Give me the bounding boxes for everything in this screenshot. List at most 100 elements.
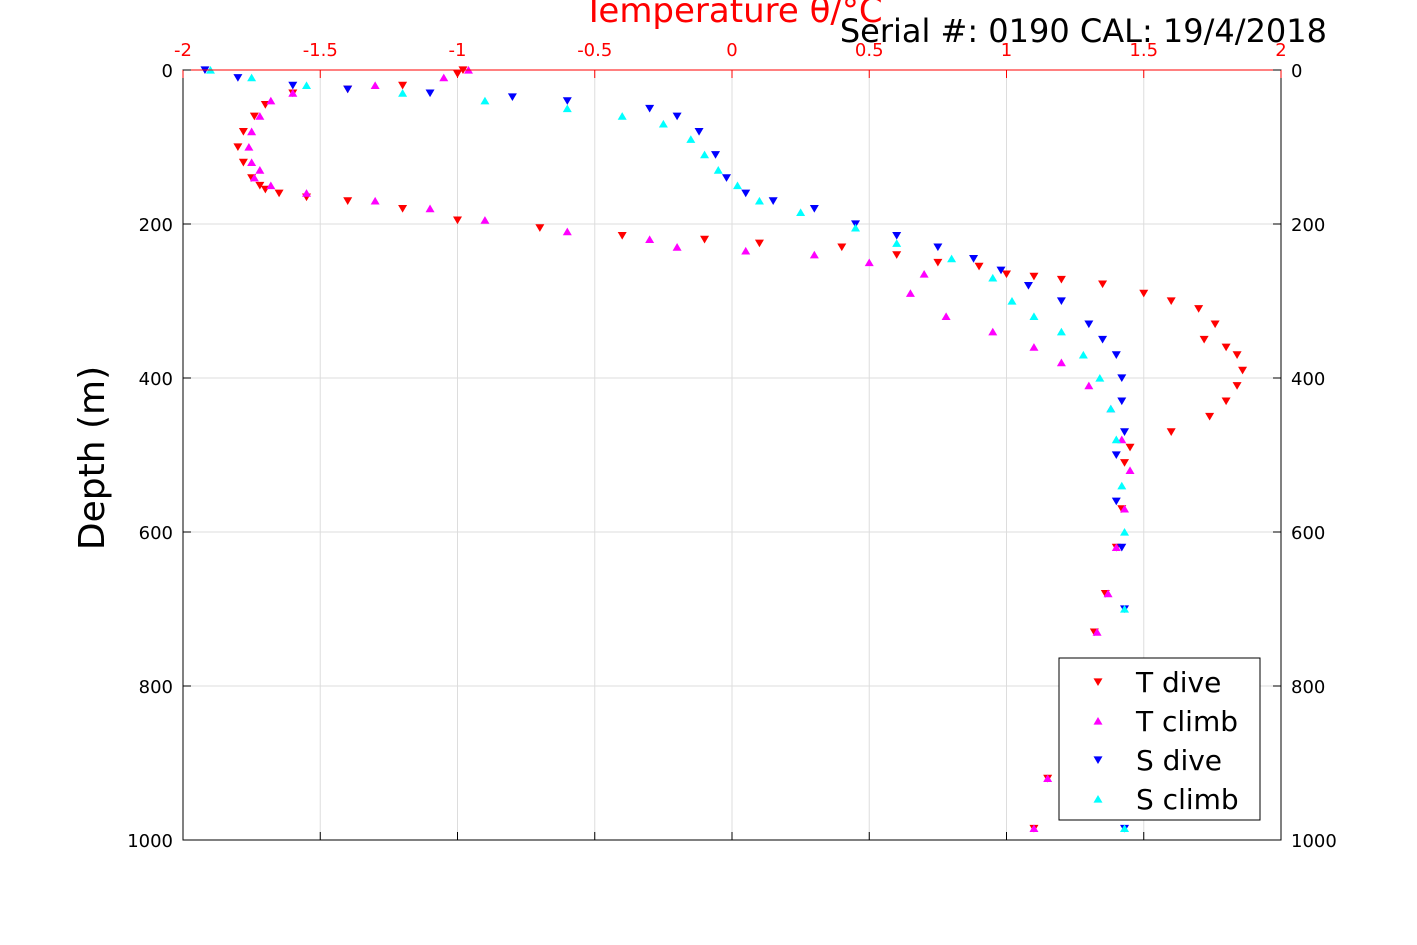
series-t-climb bbox=[244, 65, 1135, 833]
data-point bbox=[1095, 373, 1105, 382]
data-point bbox=[1029, 343, 1039, 351]
data-point bbox=[905, 289, 915, 297]
y-tick-label-right: 600 bbox=[1291, 523, 1325, 544]
data-point bbox=[1056, 275, 1066, 284]
data-point bbox=[255, 166, 265, 174]
data-point bbox=[837, 243, 847, 252]
x-tick-label: -2 bbox=[174, 40, 192, 61]
data-point bbox=[741, 189, 751, 198]
data-point bbox=[892, 251, 902, 259]
data-point bbox=[1002, 270, 1011, 279]
data-point bbox=[722, 174, 732, 182]
data-point bbox=[1232, 351, 1242, 359]
data-point bbox=[933, 243, 943, 252]
data-point bbox=[439, 73, 449, 82]
data-point bbox=[398, 205, 408, 213]
data-point bbox=[933, 258, 943, 267]
data-point bbox=[1023, 282, 1033, 290]
data-point bbox=[1120, 504, 1130, 513]
data-point bbox=[247, 127, 257, 136]
data-point bbox=[1084, 320, 1094, 329]
data-point bbox=[453, 216, 462, 225]
data-point bbox=[645, 104, 655, 113]
series-s-climb bbox=[205, 65, 1130, 833]
data-point bbox=[919, 270, 929, 278]
data-point bbox=[425, 204, 435, 213]
data-point bbox=[1078, 350, 1088, 359]
legend-box bbox=[1058, 657, 1261, 821]
data-point bbox=[266, 181, 276, 190]
data-point bbox=[809, 250, 819, 259]
data-point bbox=[1139, 289, 1149, 298]
data-point bbox=[266, 96, 276, 105]
data-point bbox=[1098, 335, 1108, 344]
data-point bbox=[1166, 428, 1176, 436]
data-point bbox=[1125, 466, 1135, 474]
data-point bbox=[700, 235, 710, 244]
data-point bbox=[1029, 272, 1039, 281]
data-point bbox=[768, 197, 778, 205]
data-point bbox=[562, 97, 572, 105]
legend-label: S dive bbox=[1136, 744, 1222, 777]
data-point bbox=[1199, 335, 1209, 344]
y-tick-label-right: 800 bbox=[1291, 677, 1325, 698]
data-point bbox=[988, 327, 998, 336]
data-point bbox=[302, 189, 312, 197]
data-point bbox=[1029, 824, 1039, 833]
data-point bbox=[1117, 397, 1127, 406]
data-point bbox=[1194, 305, 1204, 313]
data-point bbox=[274, 189, 284, 198]
y-axis-label: Depth (m) bbox=[72, 366, 113, 550]
data-point bbox=[370, 196, 380, 205]
data-point bbox=[1056, 358, 1066, 367]
data-point bbox=[672, 112, 682, 121]
data-point bbox=[892, 231, 902, 240]
legend-marker bbox=[1093, 716, 1103, 725]
data-point bbox=[343, 85, 353, 94]
y-tick-label-right: 200 bbox=[1291, 215, 1325, 236]
data-point bbox=[370, 81, 380, 89]
data-point bbox=[1117, 543, 1127, 552]
y-tick-label-left: 600 bbox=[139, 523, 173, 544]
x-tick-label: 2 bbox=[1275, 40, 1286, 61]
data-point bbox=[1120, 527, 1130, 536]
data-point bbox=[1120, 428, 1130, 436]
data-point bbox=[233, 143, 243, 152]
data-point bbox=[1117, 374, 1127, 383]
y-tick-label-left: 1000 bbox=[127, 831, 173, 852]
data-point bbox=[694, 128, 704, 136]
legend-marker bbox=[1093, 756, 1103, 765]
data-point bbox=[645, 235, 655, 243]
data-point bbox=[302, 81, 312, 89]
data-point bbox=[562, 104, 572, 113]
data-point bbox=[1232, 382, 1242, 390]
data-point bbox=[617, 231, 627, 240]
data-point bbox=[713, 166, 723, 174]
data-point bbox=[507, 93, 517, 101]
data-point bbox=[686, 135, 696, 143]
data-point bbox=[988, 273, 998, 282]
data-point bbox=[1210, 320, 1220, 329]
data-point bbox=[1098, 280, 1108, 289]
data-point bbox=[1238, 366, 1248, 375]
y-tick-label-left: 800 bbox=[139, 677, 173, 698]
data-point bbox=[1111, 351, 1121, 359]
series-s-dive bbox=[200, 66, 1130, 833]
data-point bbox=[249, 112, 259, 121]
data-point bbox=[238, 128, 248, 136]
legend-label: T climb bbox=[1135, 705, 1238, 738]
data-point bbox=[398, 89, 408, 97]
x-tick-label: 0 bbox=[726, 40, 737, 61]
data-point bbox=[741, 246, 751, 255]
data-point bbox=[562, 227, 572, 236]
data-point bbox=[480, 96, 490, 105]
data-point bbox=[247, 158, 257, 166]
data-point bbox=[233, 74, 243, 82]
data-point bbox=[238, 158, 248, 167]
data-point bbox=[892, 239, 902, 247]
data-point bbox=[1205, 412, 1215, 421]
data-point bbox=[947, 254, 957, 263]
data-point bbox=[1043, 774, 1053, 782]
legend-marker bbox=[1093, 678, 1103, 687]
